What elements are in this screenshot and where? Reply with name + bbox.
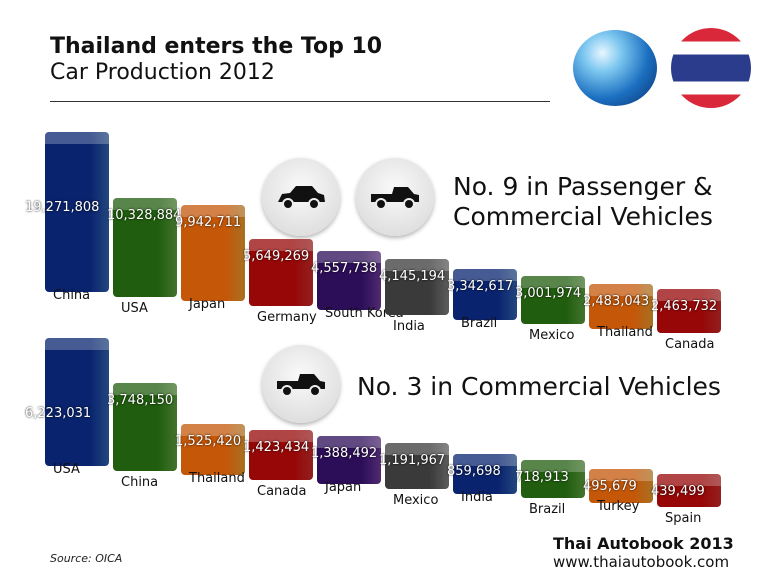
headline-bottom: No. 3 in Commercial Vehicles bbox=[357, 372, 721, 401]
category-label: Thailand bbox=[597, 324, 653, 340]
category-label: Mexico bbox=[393, 493, 439, 508]
brand: Thai Autobook 2013 bbox=[553, 534, 734, 553]
bar-mexico bbox=[521, 275, 585, 325]
data-label: 5,649,269 bbox=[243, 249, 310, 265]
data-label: 1,525,420 bbox=[175, 434, 242, 450]
data-label: 1,191,967 bbox=[379, 453, 446, 469]
headline-top-line1: No. 9 in Passenger & bbox=[453, 172, 713, 201]
category-label: USA bbox=[121, 300, 148, 316]
bar-india bbox=[453, 453, 517, 494]
data-label: 10,328,884 bbox=[107, 207, 182, 223]
website-link[interactable]: www.thaiautobook.com bbox=[553, 553, 730, 571]
data-label: 4,557,738 bbox=[311, 261, 378, 277]
bar-usa bbox=[113, 197, 177, 297]
category-label: China bbox=[53, 288, 91, 303]
headline-top-line2: Commercial Vehicles bbox=[453, 202, 713, 231]
sedan-icon bbox=[262, 158, 340, 236]
data-label: 439,499 bbox=[651, 484, 705, 500]
bar-japan bbox=[317, 435, 381, 485]
bar-thailand bbox=[589, 283, 653, 329]
data-label: 718,913 bbox=[515, 470, 569, 486]
data-label: 1,388,492 bbox=[311, 445, 378, 461]
data-label: 3,342,617 bbox=[447, 278, 514, 294]
category-label: USA bbox=[53, 462, 80, 477]
source-note: Source: OICA bbox=[50, 552, 123, 565]
bar-germany bbox=[249, 239, 313, 306]
bar-brazil bbox=[521, 460, 585, 499]
title: Thailand enters the Top 10 bbox=[50, 34, 383, 59]
data-label: 3,748,150 bbox=[107, 393, 174, 409]
bar-thailand bbox=[181, 424, 245, 476]
bar-china bbox=[45, 132, 109, 292]
data-label: 4,145,194 bbox=[379, 268, 446, 284]
category-label: Thailand bbox=[189, 471, 245, 487]
data-label: 495,679 bbox=[583, 478, 637, 494]
bar-japan bbox=[181, 205, 245, 302]
bar-canada bbox=[249, 430, 313, 480]
data-label: 19,271,808 bbox=[25, 200, 100, 215]
category-label: Germany bbox=[257, 309, 317, 325]
category-label: South Korea bbox=[325, 306, 404, 322]
bar-brazil bbox=[453, 268, 517, 320]
thai-flag-icon bbox=[671, 28, 751, 108]
category-label: India bbox=[461, 489, 493, 505]
category-label: Canada bbox=[665, 337, 715, 353]
bar-south-korea bbox=[317, 251, 381, 311]
bar-india bbox=[385, 258, 449, 315]
category-label: China bbox=[121, 474, 159, 490]
bar-mexico bbox=[385, 443, 449, 489]
category-label: Brazil bbox=[461, 315, 498, 331]
category-label: Canada bbox=[257, 483, 307, 499]
data-label: 9,942,711 bbox=[175, 215, 242, 231]
data-label: 2,463,732 bbox=[651, 298, 718, 314]
category-label: India bbox=[393, 319, 425, 334]
data-label: 6,223,031 bbox=[25, 406, 92, 421]
bar-turkey bbox=[589, 468, 653, 503]
data-label: 3,001,974 bbox=[515, 285, 582, 301]
globe-icon bbox=[573, 30, 657, 106]
divider bbox=[50, 101, 550, 102]
bar-canada bbox=[657, 288, 721, 334]
bar-usa bbox=[45, 338, 109, 466]
bar-spain bbox=[657, 474, 721, 508]
pickup-icon bbox=[356, 158, 434, 236]
bar-china bbox=[113, 383, 177, 471]
data-label: 1,423,434 bbox=[243, 440, 310, 456]
data-label: 2,483,043 bbox=[583, 293, 650, 309]
category-label: Mexico bbox=[529, 328, 575, 344]
category-label: Brazil bbox=[529, 502, 566, 518]
data-label: 859,698 bbox=[447, 463, 501, 479]
category-label: Japan bbox=[189, 297, 226, 313]
headline-top: No. 9 in Passenger & Commercial Vehicles bbox=[453, 172, 713, 232]
category-label: Spain bbox=[665, 511, 702, 527]
subtitle: Car Production 2012 bbox=[50, 60, 275, 85]
category-label: Turkey bbox=[597, 498, 640, 514]
category-label: Japan bbox=[325, 480, 362, 496]
pickup-icon bbox=[262, 345, 340, 423]
